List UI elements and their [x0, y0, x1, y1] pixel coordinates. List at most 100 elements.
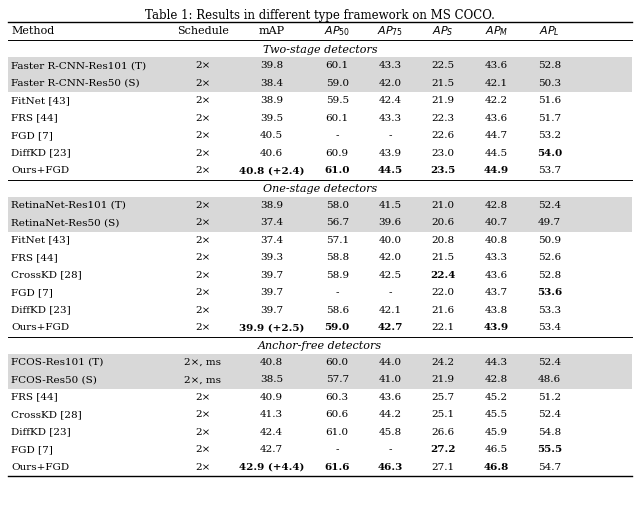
- Text: 2×: 2×: [195, 96, 211, 105]
- Text: 38.9: 38.9: [260, 96, 284, 105]
- Text: 52.8: 52.8: [538, 271, 561, 280]
- Text: 37.4: 37.4: [260, 236, 284, 245]
- Text: 60.6: 60.6: [326, 410, 349, 419]
- Text: 22.6: 22.6: [431, 131, 455, 140]
- Text: 57.1: 57.1: [326, 236, 349, 245]
- Text: Faster R-CNN-Res101 (T): Faster R-CNN-Res101 (T): [11, 61, 146, 70]
- Text: 2×: 2×: [195, 445, 211, 454]
- Text: 42.0: 42.0: [379, 253, 402, 262]
- Text: 42.4: 42.4: [379, 96, 402, 105]
- Text: mAP: mAP: [259, 26, 285, 37]
- Text: FGD [7]: FGD [7]: [11, 445, 53, 454]
- Text: 2×: 2×: [195, 114, 211, 123]
- Text: 2×: 2×: [195, 201, 211, 210]
- Text: 44.5: 44.5: [378, 166, 403, 175]
- Text: 44.0: 44.0: [379, 358, 402, 367]
- Text: -: -: [388, 288, 392, 297]
- Text: 42.4: 42.4: [260, 428, 284, 437]
- Text: 41.0: 41.0: [379, 375, 402, 384]
- Text: $AP_L$: $AP_L$: [539, 25, 560, 39]
- Text: 42.1: 42.1: [484, 79, 508, 88]
- Text: 2×: 2×: [195, 463, 211, 472]
- Text: 27.1: 27.1: [431, 463, 455, 472]
- Text: 61.0: 61.0: [324, 166, 350, 175]
- Text: 2×: 2×: [195, 428, 211, 437]
- Text: 45.8: 45.8: [379, 428, 402, 437]
- Text: One-stage detectors: One-stage detectors: [263, 184, 377, 194]
- Bar: [8, 214, 632, 232]
- Text: 52.8: 52.8: [538, 61, 561, 70]
- Text: 2×: 2×: [195, 288, 211, 297]
- Text: 2×: 2×: [195, 149, 211, 158]
- Text: Two-stage detectors: Two-stage detectors: [262, 45, 378, 55]
- Text: 42.8: 42.8: [484, 201, 508, 210]
- Text: 60.9: 60.9: [326, 149, 349, 158]
- Text: 41.5: 41.5: [379, 201, 402, 210]
- Text: 61.0: 61.0: [326, 428, 349, 437]
- Text: 40.7: 40.7: [484, 218, 508, 227]
- Text: 39.7: 39.7: [260, 306, 284, 315]
- Text: 26.6: 26.6: [431, 428, 455, 437]
- Text: FGD [7]: FGD [7]: [11, 288, 53, 297]
- Text: 42.0: 42.0: [379, 79, 402, 88]
- Text: 45.5: 45.5: [484, 410, 508, 419]
- Text: 49.7: 49.7: [538, 218, 561, 227]
- Text: 52.6: 52.6: [538, 253, 561, 262]
- Text: $AP_S$: $AP_S$: [433, 25, 454, 39]
- Text: 39.7: 39.7: [260, 288, 284, 297]
- Text: 58.6: 58.6: [326, 306, 349, 315]
- Text: 59.0: 59.0: [324, 323, 350, 332]
- Text: 38.4: 38.4: [260, 79, 284, 88]
- Text: 2×: 2×: [195, 79, 211, 88]
- Text: 60.1: 60.1: [326, 61, 349, 70]
- Text: 44.7: 44.7: [484, 131, 508, 140]
- Text: -: -: [388, 445, 392, 454]
- Text: $AP_{50}$: $AP_{50}$: [324, 25, 350, 39]
- Text: 2×: 2×: [195, 410, 211, 419]
- Text: 46.3: 46.3: [378, 463, 403, 472]
- Text: 45.2: 45.2: [484, 393, 508, 402]
- Text: 42.9 (+4.4): 42.9 (+4.4): [239, 463, 305, 472]
- Bar: [8, 371, 632, 388]
- Text: 44.3: 44.3: [484, 358, 508, 367]
- Text: FRS [44]: FRS [44]: [11, 253, 58, 262]
- Text: DiffKD [23]: DiffKD [23]: [11, 428, 71, 437]
- Text: 21.9: 21.9: [431, 96, 455, 105]
- Text: Ours+FGD: Ours+FGD: [11, 166, 69, 175]
- Text: 53.3: 53.3: [538, 306, 561, 315]
- Bar: [8, 197, 632, 214]
- Text: 46.8: 46.8: [484, 463, 509, 472]
- Text: CrossKD [28]: CrossKD [28]: [11, 410, 82, 419]
- Text: 42.8: 42.8: [484, 375, 508, 384]
- Text: 56.7: 56.7: [326, 218, 349, 227]
- Text: 51.6: 51.6: [538, 96, 561, 105]
- Text: 22.5: 22.5: [431, 61, 455, 70]
- Text: 23.5: 23.5: [431, 166, 456, 175]
- Text: 44.2: 44.2: [379, 410, 402, 419]
- Bar: [8, 353, 632, 371]
- Text: 53.7: 53.7: [538, 166, 561, 175]
- Text: RetinaNet-Res50 (S): RetinaNet-Res50 (S): [11, 218, 120, 227]
- Text: FRS [44]: FRS [44]: [11, 393, 58, 402]
- Text: 2×: 2×: [195, 61, 211, 70]
- Text: 51.2: 51.2: [538, 393, 561, 402]
- Text: 53.2: 53.2: [538, 131, 561, 140]
- Text: 40.8 (+2.4): 40.8 (+2.4): [239, 166, 305, 175]
- Text: 55.5: 55.5: [537, 445, 562, 454]
- Text: Table 1: Results in different type framework on MS COCO.: Table 1: Results in different type frame…: [145, 9, 495, 22]
- Text: Schedule: Schedule: [177, 26, 229, 37]
- Text: 53.4: 53.4: [538, 323, 561, 332]
- Text: FGD [7]: FGD [7]: [11, 131, 53, 140]
- Text: 39.6: 39.6: [379, 218, 402, 227]
- Text: 2×: 2×: [195, 166, 211, 175]
- Text: 2×: 2×: [195, 271, 211, 280]
- Text: 39.5: 39.5: [260, 114, 284, 123]
- Text: 39.7: 39.7: [260, 271, 284, 280]
- Text: 22.3: 22.3: [431, 114, 455, 123]
- Text: 22.4: 22.4: [431, 271, 456, 280]
- Text: 21.6: 21.6: [431, 306, 455, 315]
- Text: 48.6: 48.6: [538, 375, 561, 384]
- Text: 2×: 2×: [195, 253, 211, 262]
- Text: 52.4: 52.4: [538, 358, 561, 367]
- Text: 43.3: 43.3: [379, 61, 402, 70]
